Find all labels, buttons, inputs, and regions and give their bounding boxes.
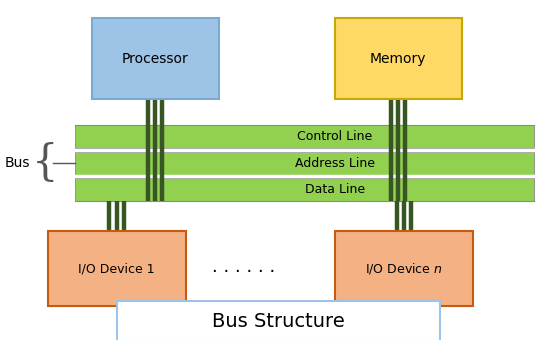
Text: Address Line: Address Line (295, 157, 375, 169)
Text: Memory: Memory (370, 52, 427, 66)
FancyBboxPatch shape (335, 232, 473, 306)
FancyBboxPatch shape (47, 232, 185, 306)
FancyBboxPatch shape (75, 125, 534, 148)
FancyBboxPatch shape (75, 151, 534, 175)
Text: Bus Structure: Bus Structure (212, 312, 344, 330)
Text: Control Line: Control Line (297, 130, 372, 143)
Text: {: { (32, 142, 58, 184)
Text: Bus: Bus (4, 156, 30, 170)
FancyBboxPatch shape (92, 18, 219, 100)
Text: I/O Device 1: I/O Device 1 (78, 262, 155, 275)
Text: Data Line: Data Line (305, 183, 365, 196)
FancyBboxPatch shape (116, 301, 439, 341)
Text: Processor: Processor (122, 52, 189, 66)
Text: I/O Device $n$: I/O Device $n$ (365, 261, 442, 276)
FancyBboxPatch shape (335, 18, 462, 100)
Text: . . . . . .: . . . . . . (212, 258, 275, 276)
FancyBboxPatch shape (75, 178, 534, 201)
